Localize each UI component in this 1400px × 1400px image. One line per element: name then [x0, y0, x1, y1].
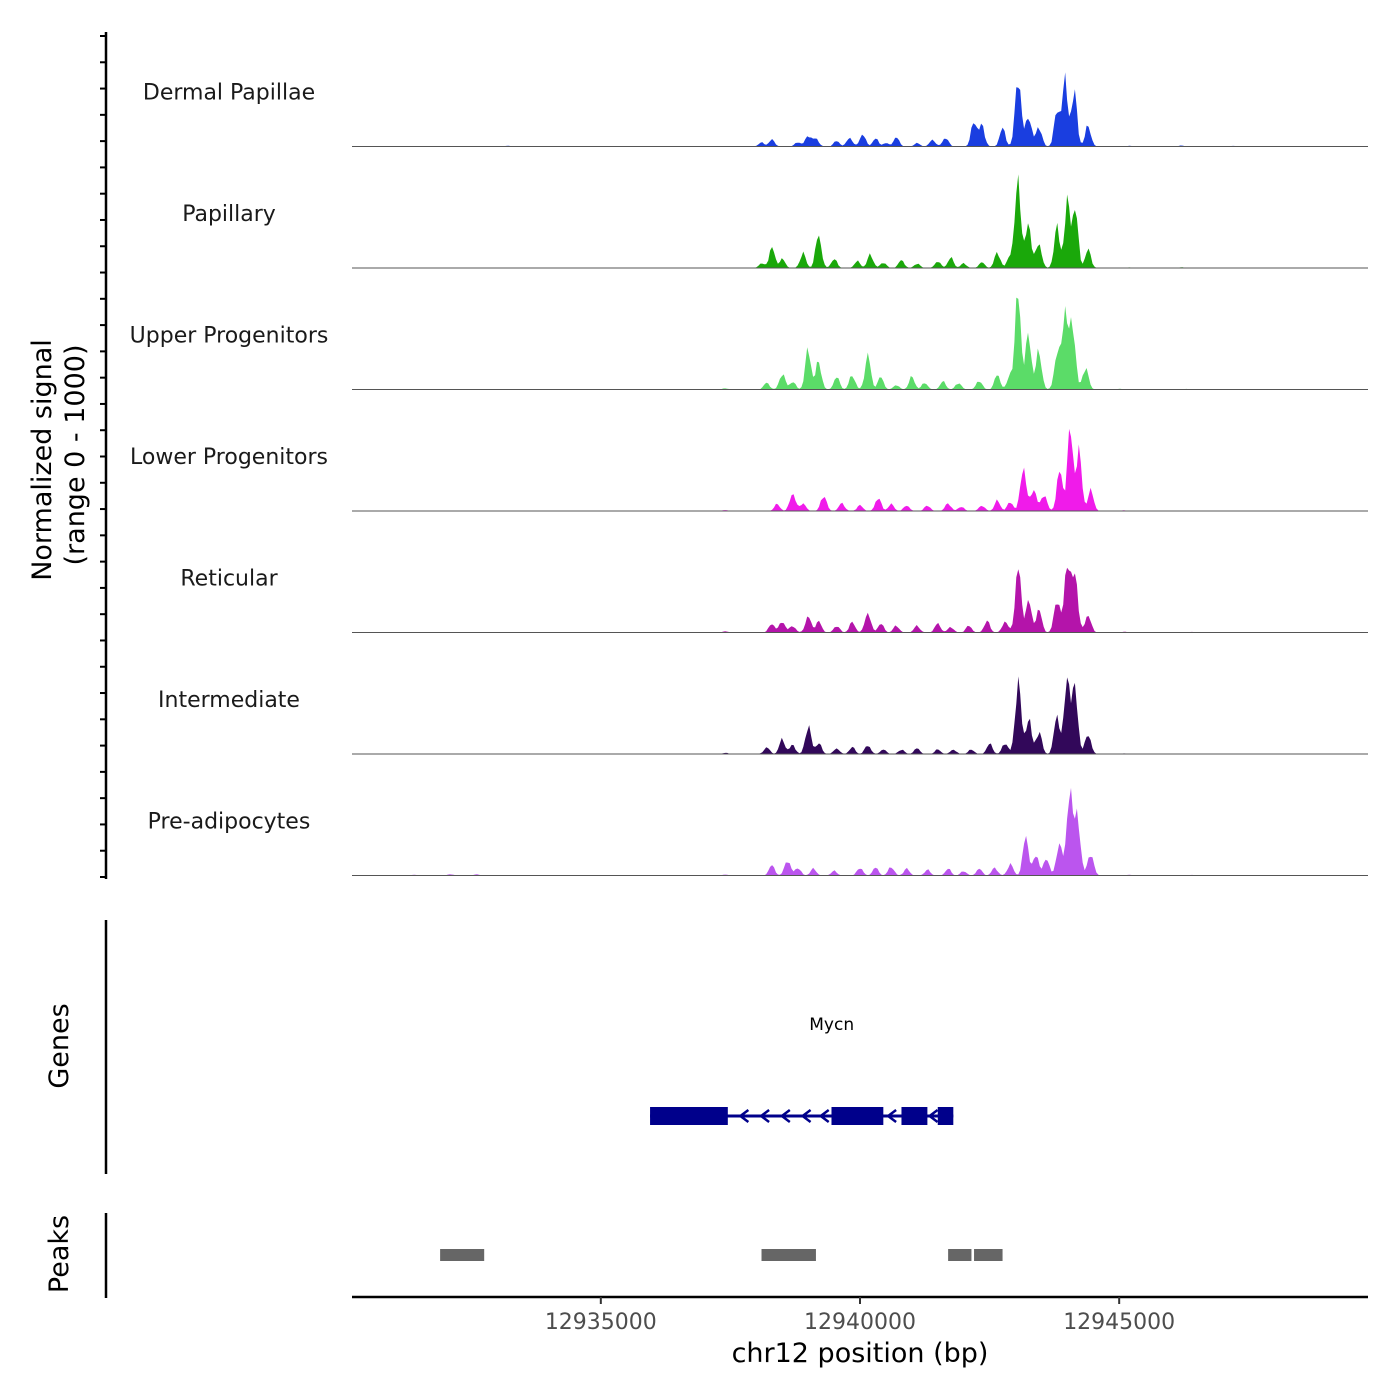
- x-axis-title: chr12 position (bp): [732, 1338, 989, 1369]
- track-label-5: Intermediate: [158, 688, 300, 713]
- track-label-6: Pre-adipocytes: [148, 810, 311, 835]
- y-axis-title: Normalized signal: [27, 339, 58, 581]
- axes: 12935000 12940000 12945000: [100, 32, 1368, 1335]
- peak-region-0: [440, 1249, 485, 1261]
- peak-region-3: [974, 1249, 1003, 1261]
- coverage-area-4: [352, 567, 1368, 633]
- strand-arrow-0: [738, 1109, 750, 1123]
- gene-exon-0: [650, 1107, 728, 1125]
- x-tick-label-0: 12935000: [545, 1310, 657, 1335]
- strand-arrow-1: [759, 1109, 770, 1123]
- strand-arrow-6: [927, 1109, 939, 1123]
- track-label-4: Reticular: [180, 567, 278, 592]
- gene-exon-2: [901, 1107, 928, 1125]
- coverage-area-6: [352, 787, 1368, 876]
- coverage-area-0: [352, 72, 1368, 147]
- track-label-3: Lower Progenitors: [130, 445, 328, 470]
- track-label-0: Dermal Papillae: [143, 81, 315, 106]
- x-tick-label-2: 12945000: [1063, 1310, 1175, 1335]
- coverage-tracks: Dermal Papillae Papillary Upper Progenitor…: [130, 72, 1368, 876]
- strand-arrow-2: [779, 1109, 791, 1123]
- coverage-area-3: [352, 428, 1368, 511]
- peak-region-1: [761, 1249, 816, 1261]
- strand-arrow-4: [818, 1109, 830, 1123]
- gene-name-label: Mycn: [809, 1015, 854, 1035]
- genes-panel-label: Genes: [44, 1003, 75, 1088]
- gene-exon-3: [937, 1107, 954, 1125]
- peak-region-2: [948, 1249, 972, 1261]
- peaks-panel-label: Peaks: [44, 1215, 75, 1293]
- strand-arrow-3: [800, 1109, 812, 1123]
- strand-arrow-5: [886, 1109, 897, 1123]
- coverage-area-1: [352, 174, 1368, 268]
- y-axis-range: (range 0 - 1000): [60, 345, 91, 566]
- coverage-area-2: [352, 297, 1368, 390]
- peaks-track: [440, 1249, 1003, 1261]
- track-label-1: Papillary: [182, 202, 276, 227]
- coverage-area-5: [352, 676, 1368, 754]
- x-tick-label-1: 12940000: [804, 1310, 916, 1335]
- track-label-2: Upper Progenitors: [130, 324, 329, 349]
- gene-track: Mycn: [650, 1015, 954, 1125]
- gene-exon-1: [831, 1107, 884, 1125]
